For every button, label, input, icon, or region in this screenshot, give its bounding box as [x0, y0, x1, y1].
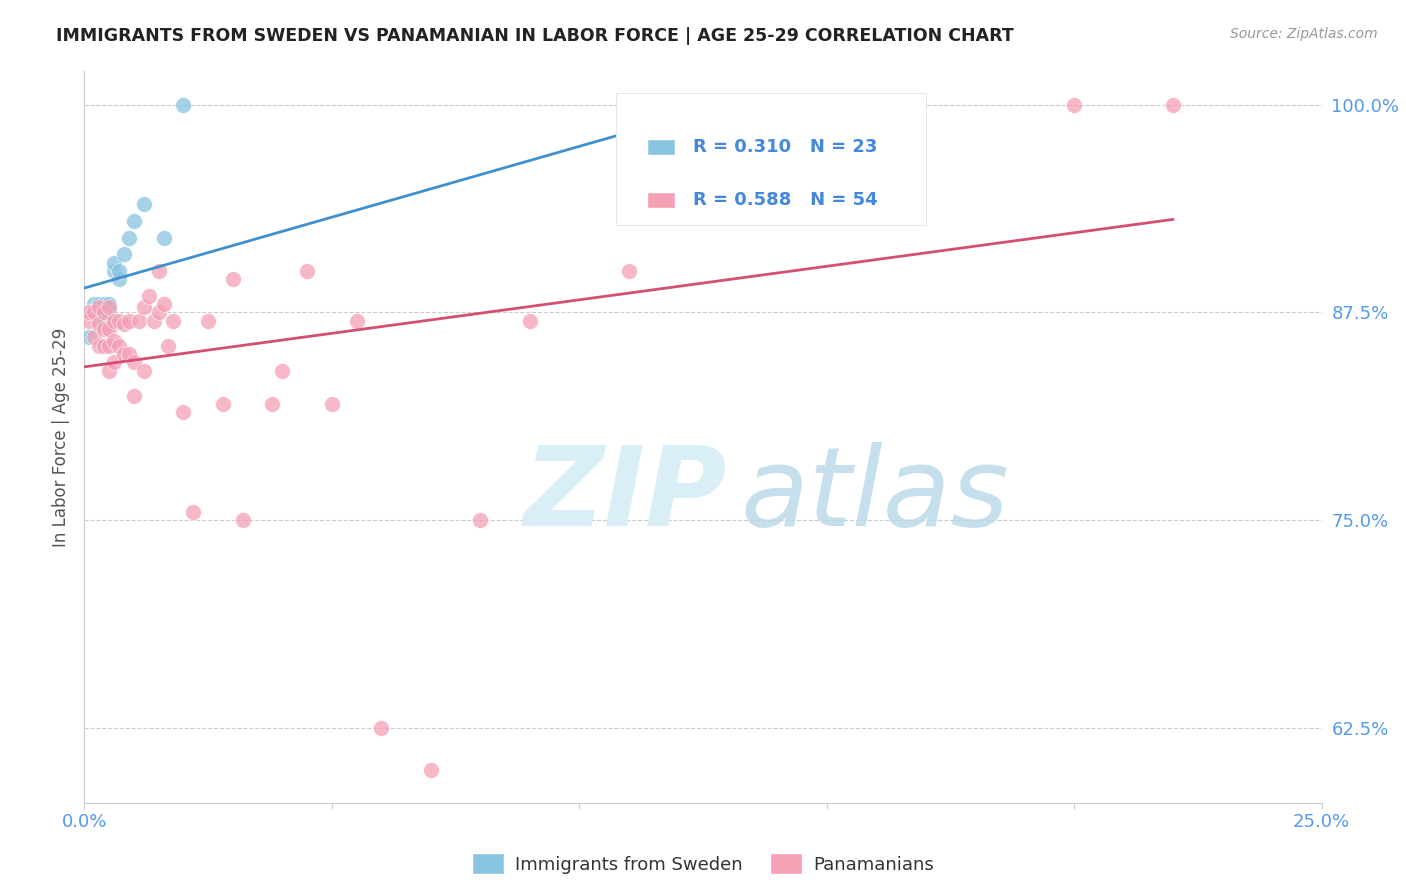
Point: [103, 334, 125, 348]
Point: [93, 305, 115, 319]
Point: [132, 363, 155, 377]
Point: [122, 214, 145, 228]
Point: [108, 272, 131, 286]
Point: [122, 388, 145, 402]
Point: [148, 305, 170, 319]
Point: [79, 330, 101, 344]
Text: IMMIGRANTS FROM SWEDEN VS PANAMANIAN IN LABOR FORCE | AGE 25-29 CORRELATION CHAR: IMMIGRANTS FROM SWEDEN VS PANAMANIAN IN …: [56, 27, 1014, 45]
Point: [103, 355, 125, 369]
Point: [172, 405, 194, 419]
Text: Source: ZipAtlas.com: Source: ZipAtlas.com: [1230, 27, 1378, 41]
Point: [197, 314, 219, 328]
Point: [118, 230, 141, 244]
FancyBboxPatch shape: [647, 139, 675, 155]
Point: [617, 264, 640, 278]
Point: [83, 330, 105, 344]
Point: [222, 272, 245, 286]
Point: [98, 363, 121, 377]
Point: [83, 297, 105, 311]
Point: [83, 305, 105, 319]
Y-axis label: In Labor Force | Age 25-29: In Labor Force | Age 25-29: [52, 327, 70, 547]
Point: [103, 255, 125, 269]
Text: R = 0.310   N = 23: R = 0.310 N = 23: [693, 138, 877, 156]
Point: [122, 355, 145, 369]
Point: [98, 301, 121, 315]
Point: [142, 314, 165, 328]
Point: [108, 314, 131, 328]
Point: [89, 317, 111, 331]
Text: atlas: atlas: [740, 442, 1008, 549]
Point: [112, 347, 135, 361]
Point: [346, 314, 368, 328]
Point: [98, 305, 121, 319]
Point: [1063, 97, 1085, 112]
Point: [232, 513, 254, 527]
Point: [1161, 97, 1184, 112]
Point: [118, 314, 141, 328]
Point: [271, 363, 294, 377]
Point: [93, 338, 115, 352]
FancyBboxPatch shape: [616, 94, 925, 225]
Point: [112, 317, 135, 331]
Text: ZIP: ZIP: [524, 442, 728, 549]
Point: [89, 297, 111, 311]
Point: [132, 197, 155, 211]
Point: [93, 301, 115, 315]
Point: [162, 314, 184, 328]
Point: [98, 338, 121, 352]
Point: [152, 297, 174, 311]
Point: [108, 338, 131, 352]
Point: [138, 289, 160, 303]
Point: [118, 347, 141, 361]
Point: [370, 721, 392, 735]
Point: [128, 314, 150, 328]
Point: [181, 505, 204, 519]
Point: [83, 305, 105, 319]
Point: [79, 314, 101, 328]
Legend: Immigrants from Sweden, Panamanians: Immigrants from Sweden, Panamanians: [465, 847, 941, 881]
Point: [79, 305, 101, 319]
Point: [172, 97, 194, 112]
Point: [89, 305, 111, 319]
Point: [93, 297, 115, 311]
Point: [157, 338, 180, 352]
Point: [419, 763, 441, 777]
Point: [93, 322, 115, 336]
Point: [470, 513, 492, 527]
Point: [103, 264, 125, 278]
Point: [112, 247, 135, 261]
Point: [108, 264, 131, 278]
Point: [815, 97, 838, 112]
Point: [295, 264, 318, 278]
Point: [519, 314, 541, 328]
Point: [98, 322, 121, 336]
Point: [148, 264, 170, 278]
Point: [103, 314, 125, 328]
Point: [93, 314, 115, 328]
Point: [152, 230, 174, 244]
Point: [815, 97, 838, 112]
FancyBboxPatch shape: [647, 192, 675, 208]
Point: [89, 338, 111, 352]
Point: [212, 397, 235, 411]
Point: [321, 397, 343, 411]
Point: [262, 397, 284, 411]
Point: [89, 301, 111, 315]
Text: R = 0.588   N = 54: R = 0.588 N = 54: [693, 191, 877, 209]
Point: [98, 297, 121, 311]
Point: [132, 301, 155, 315]
Point: [98, 317, 121, 331]
Point: [89, 314, 111, 328]
